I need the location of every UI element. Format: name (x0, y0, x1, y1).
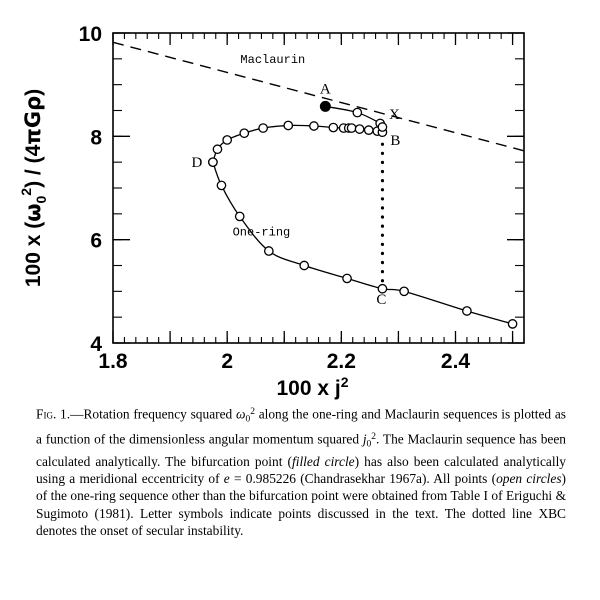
data-point-open-circle (342, 273, 352, 284)
caption-part-5: = 0.985226 (Chandrasekhar 1967a). All po… (229, 471, 497, 487)
data-point-open-circle (258, 123, 268, 133)
data-point-open-circle (462, 306, 472, 316)
caption-emphasis-filled-circle: filled circle (292, 454, 355, 469)
data-point-open-circle (299, 260, 310, 271)
point-label-d: D (191, 155, 202, 171)
data-point-open-circle (354, 124, 365, 134)
caption-j-sub: 0 (366, 438, 372, 449)
caption-fig-number: Fig. 1. (36, 406, 71, 422)
data-point-open-circle (283, 120, 294, 131)
caption-part-3: . The Maclaurin sequence has been calcul… (36, 430, 566, 469)
caption-part-2: along the one-ring and Maclaurin sequenc… (36, 406, 566, 446)
caption-j-sup: 2 (371, 431, 377, 442)
caption-omega-sup: 2 (250, 407, 255, 417)
x-tick-label: 1.8 (98, 350, 128, 373)
data-point-open-circle (363, 125, 374, 135)
caption-j-symbol: j (362, 430, 367, 446)
data-point-open-circle (399, 286, 409, 297)
data-point-open-circle (263, 246, 274, 256)
caption-dash: — (70, 406, 84, 422)
data-point-open-circle (309, 121, 319, 131)
y-axis-title: 100 x (ω0 2 ) / (4πGρ) (18, 89, 49, 287)
data-point-open-circle (222, 135, 233, 145)
point-label-c: C (376, 292, 386, 308)
plot-area: 1.8 2 2.2 2.4 4 6 8 10 Maclaurin One-ring A X B C D 10… (18, 23, 525, 400)
series-label-one-ring: One-ring (233, 226, 291, 240)
point-label-b: B (390, 133, 400, 149)
series-layer (112, 41, 525, 325)
data-point-open-circle (216, 180, 227, 191)
y-tick-label: 6 (90, 230, 102, 253)
data-point-open-circle (377, 122, 388, 132)
rotation-frequency-chart: 1.8 2 2.2 2.4 4 6 8 10 Maclaurin One-ring A XB C D 10… (18, 23, 525, 400)
caption-emphasis-open-circles: open circles (496, 471, 562, 487)
data-point-open-circle (377, 283, 388, 294)
x-tick-label: 2.2 (327, 350, 356, 373)
point-label-a: A (320, 81, 331, 97)
y-tick-label: 8 (90, 126, 102, 149)
figure-caption: Fig. 1.—Rotation frequency squared ω02 a… (36, 404, 566, 539)
caption-omega-symbol: ω (235, 406, 246, 422)
bifurcation-point-filled-circle (319, 100, 331, 112)
plot-frame (112, 32, 525, 344)
caption-e-symbol: e (223, 471, 230, 487)
data-point-open-circle (328, 122, 339, 133)
series-label-maclaurin: Maclaurin (240, 53, 305, 67)
x-axis-title: 100 x j2 (276, 374, 348, 400)
caption-omega-sub: 0 (245, 414, 251, 425)
data-point-open-circle (212, 144, 223, 155)
data-point-open-circle (234, 211, 245, 222)
series-maclaurin (112, 41, 525, 152)
point-label-x: X (389, 107, 400, 123)
x-tick-label: 2 (221, 350, 233, 373)
annotation-layer: Maclaurin One-ring A XB C D 100 x j2 100 x (ω0… (18, 53, 400, 400)
data-point-open-circle (208, 157, 218, 168)
marker-layer (208, 100, 518, 329)
data-point-open-circle (507, 319, 518, 329)
data-point-open-circle (346, 123, 357, 133)
axis-layer: 1.8 2 2.2 2.4 4 6 8 10 (79, 23, 525, 373)
data-point-open-circle (352, 107, 363, 118)
x-tick-label: 2.4 (441, 350, 471, 373)
caption-part-4: ) has also been calculated analytically … (36, 454, 566, 487)
series-one-ring-lower-branch (212, 161, 513, 325)
caption-part-6: ) of the one-ring sequence other than th… (36, 471, 566, 538)
y-tick-label: 10 (79, 23, 102, 46)
y-tick-label: 4 (90, 333, 102, 356)
data-point-open-circle (239, 128, 250, 139)
caption-part-1: Rotation frequency squared (83, 406, 236, 422)
